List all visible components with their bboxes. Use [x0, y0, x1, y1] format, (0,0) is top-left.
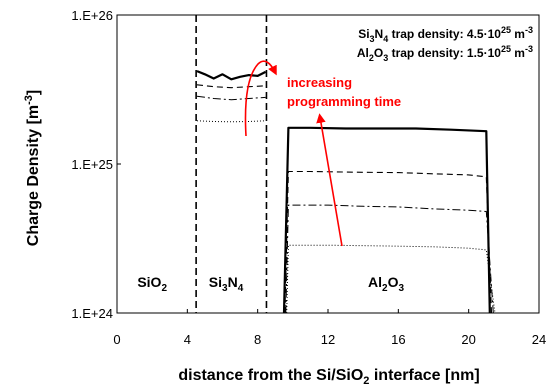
x-tick-label: 12 [321, 332, 335, 347]
x-tick-label: 16 [391, 332, 405, 347]
y-tick-label: 1.E+26 [71, 8, 113, 23]
region-label-al2o3: Al2O3​ [368, 274, 404, 294]
region-label-si3n4: Si3N4​ [209, 274, 244, 294]
series-line [196, 120, 496, 314]
arrow-si3n4 [244, 60, 277, 137]
x-axis-title: distance from the Si/SiO2 interface [nm] [178, 367, 479, 387]
series-line [196, 95, 494, 314]
arrow-al2o3 [316, 113, 343, 247]
x-tick-label: 4 [184, 332, 191, 347]
trap-density-label: Si3N4​ trap density: 4.5·1025 m-3 [358, 25, 533, 44]
annotation-arrows [244, 60, 343, 247]
region-label-sio2: SiO2​ [137, 274, 167, 294]
interface-lines [195, 15, 268, 313]
annotation-line2: programming time [287, 94, 401, 109]
label-layer: distance from the Si/SiO2 interface [nm]… [23, 25, 533, 387]
x-tick-label: 0 [113, 332, 120, 347]
tick-layer: 0 4 8 12 16 20 24 1.E+24 1.E+25 1.E+26 [71, 8, 546, 347]
series-line [196, 70, 491, 314]
x-tick-label: 24 [532, 332, 546, 347]
series-layer [196, 70, 496, 314]
annotation-line1: increasing [287, 75, 352, 90]
y-axis-title: Charge Density [m-3] [23, 90, 42, 246]
y-tick-label: 1.E+24 [71, 306, 113, 321]
x-tick-label: 8 [254, 332, 261, 347]
series-line [196, 84, 493, 314]
x-tick-label: 20 [461, 332, 475, 347]
y-tick-label: 1.E+25 [71, 157, 113, 172]
trap-density-label: Al2O3​ trap density: 1.5·1025 m-3 [357, 44, 533, 63]
